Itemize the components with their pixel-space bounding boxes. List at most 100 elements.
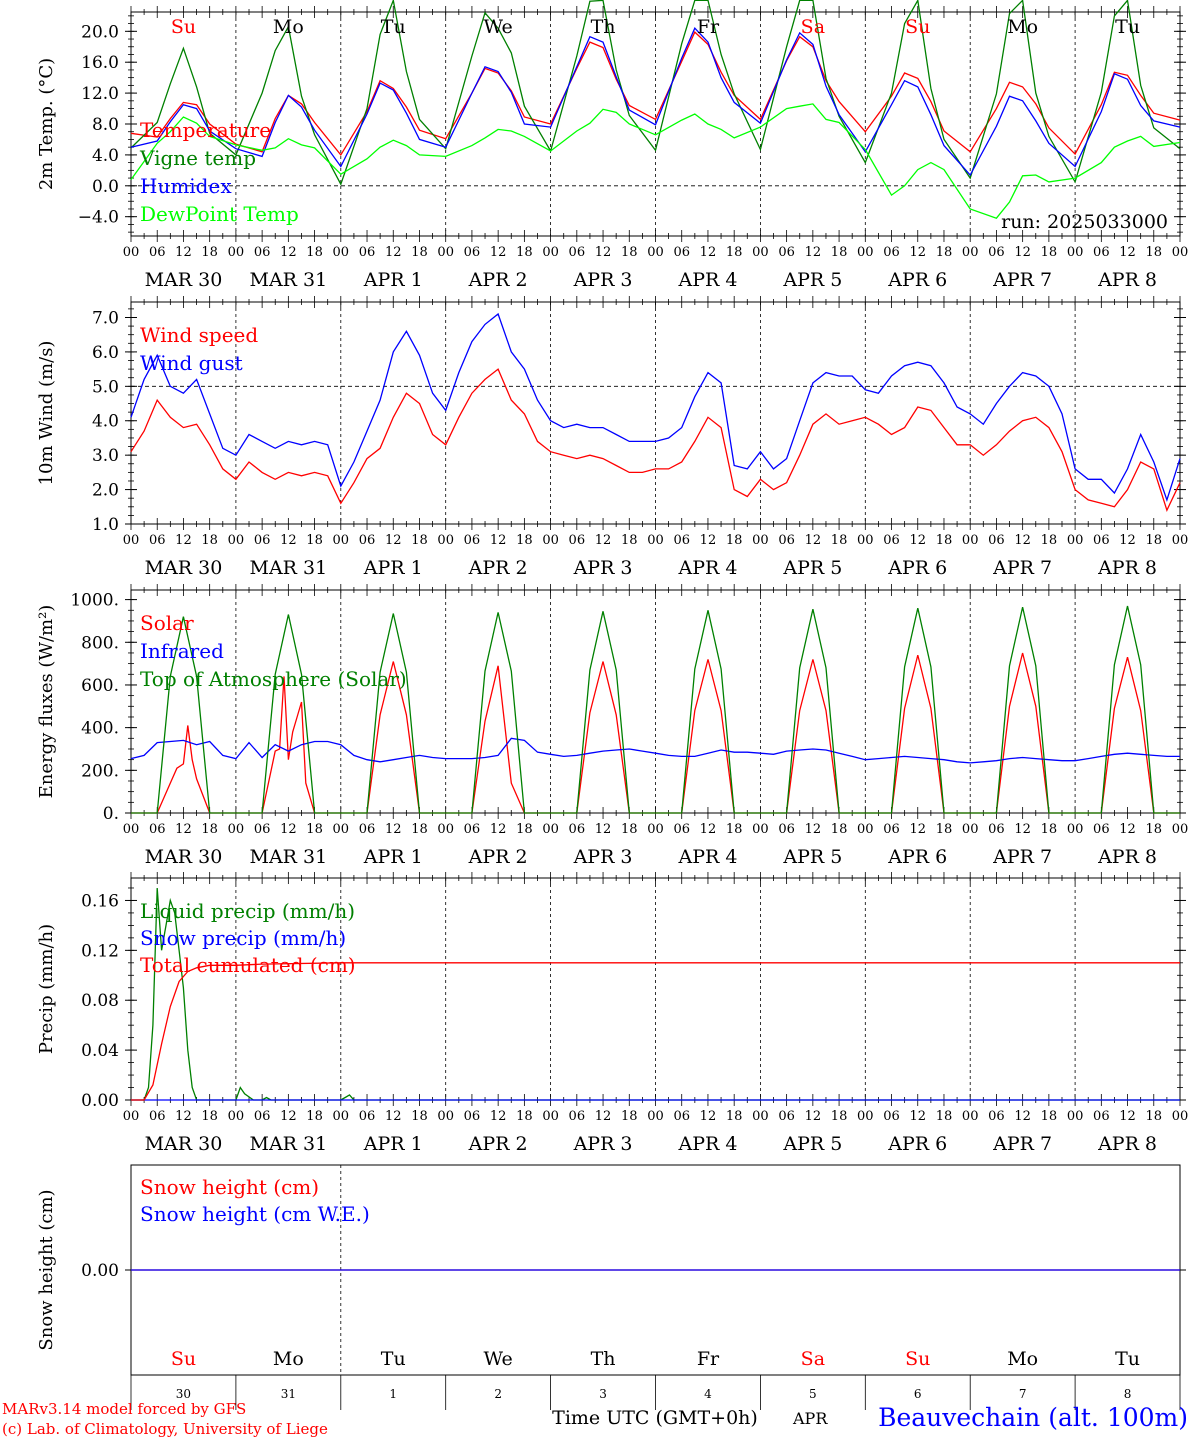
wind-hour-label: 12	[280, 533, 297, 548]
energy-hour-label: 00	[542, 822, 559, 837]
energy-date-label: APR 7	[992, 846, 1052, 868]
precip-date-label: APR 5	[782, 1133, 842, 1155]
temp-hour-label: 00	[542, 245, 559, 260]
wind-hour-label: 18	[201, 533, 218, 548]
energy-ytick-label: 400.	[81, 719, 119, 739]
temp-date-label: MAR 31	[249, 269, 327, 291]
run-label: run: 2025033000	[1001, 211, 1168, 233]
bottom-day-label: Tu	[381, 1348, 406, 1370]
temp-ylabel: 2m Temp. (°C)	[36, 58, 57, 190]
temp-hour-label: 06	[988, 245, 1005, 260]
precip-hour-label: 00	[123, 1109, 140, 1124]
temp-date-label: APR 8	[1097, 269, 1157, 291]
temp-hour-label: 12	[1014, 245, 1031, 260]
temp-ytick-label: 16.0	[81, 53, 119, 73]
bottom-day-label: Sa	[801, 1348, 825, 1370]
energy-frame	[130, 589, 1181, 814]
precip-hour-label: 12	[1014, 1109, 1031, 1124]
wind-date-label: APR 4	[677, 557, 737, 579]
energy-hour-label: 00	[1172, 822, 1189, 837]
energy-hour-label: 06	[359, 822, 376, 837]
energy-legend-0: Solar	[140, 611, 194, 635]
temp-legend-0: Temperature	[140, 118, 271, 142]
energy-ytick-label: 200.	[81, 761, 119, 781]
bottom-day-label: Tu	[1115, 1348, 1140, 1370]
energy-hour-label: 12	[595, 822, 612, 837]
wind-ytick-label: 6.0	[92, 343, 119, 363]
precip-hour-label: 06	[149, 1109, 166, 1124]
wind-hour-label: 12	[595, 533, 612, 548]
precip-date-label: APR 1	[363, 1133, 423, 1155]
temp-legend-3: DewPoint Temp	[140, 202, 299, 226]
precip-date-label: APR 7	[992, 1133, 1052, 1155]
energy-hour-label: 18	[516, 822, 533, 837]
bottom-day-label: Fr	[697, 1348, 720, 1370]
apr-text: APR	[792, 1409, 828, 1428]
wind-date-label: APR 1	[363, 557, 423, 579]
wind-series-1	[130, 312, 1181, 502]
wind-ytick-label: 5.0	[92, 377, 119, 397]
energy-series-2	[131, 605, 1180, 814]
wind-hour-label: 18	[726, 533, 743, 548]
top-day-label: Su	[171, 16, 196, 38]
temp-hour-label: 12	[595, 245, 612, 260]
temp-date-label: APR 7	[992, 269, 1052, 291]
wind-hour-label: 06	[359, 533, 376, 548]
snow-ylabel: Snow height (cm)	[36, 1189, 57, 1350]
precip-hour-label: 00	[752, 1109, 769, 1124]
wind-hour-label: 00	[752, 533, 769, 548]
energy-ylabel: Energy fluxes (W/m²)	[36, 605, 57, 799]
temp-series-0	[130, 31, 1181, 157]
precip-hour-label: 00	[228, 1109, 245, 1124]
energy-series-1	[130, 737, 1180, 764]
precip-series-2	[131, 962, 1180, 1101]
precip-hour-label: 18	[411, 1109, 428, 1124]
temp-legend-1: Vigne temp	[139, 146, 256, 170]
wind-hour-label: 00	[962, 533, 979, 548]
precip-date-label: APR 8	[1097, 1133, 1157, 1155]
temp-hour-label: 12	[700, 245, 717, 260]
wind-ytick-label: 2.0	[92, 481, 119, 501]
precip-hour-label: 00	[1067, 1109, 1084, 1124]
wind-hour-label: 06	[569, 533, 586, 548]
precip-hour-label: 12	[385, 1109, 402, 1124]
precip-hour-label: 18	[621, 1109, 638, 1124]
wind-ylabel: 10m Wind (m/s)	[36, 341, 57, 486]
precip-date-label: APR 6	[887, 1133, 947, 1155]
temp-ytick-label: −4.0	[78, 208, 119, 228]
wind-ytick-label: 4.0	[92, 412, 119, 432]
wind-hour-label: 06	[149, 533, 166, 548]
energy-ytick-label: 1000.	[70, 591, 119, 611]
wind-date-label: MAR 30	[145, 557, 223, 579]
temp-date-label: APR 4	[677, 269, 737, 291]
wind-legend-1: Wind gust	[140, 351, 243, 375]
temp-ytick-label: 0.0	[92, 177, 119, 197]
wind-hour-label: 12	[385, 533, 402, 548]
temp-hour-label: 18	[726, 245, 743, 260]
precip-ylabel: Precip (mm/h)	[36, 924, 57, 1054]
wind-hour-label: 06	[1093, 533, 1110, 548]
energy-hour-label: 00	[123, 822, 140, 837]
precip-hour-label: 06	[673, 1109, 690, 1124]
energy-hour-label: 18	[411, 822, 428, 837]
precip-date-label: MAR 31	[249, 1133, 327, 1155]
precip-hour-label: 00	[437, 1109, 454, 1124]
top-day-label: Fr	[697, 16, 720, 38]
day-number-label: 4	[704, 1387, 712, 1401]
precip-date-label: MAR 30	[145, 1133, 223, 1155]
wind-hour-label: 06	[988, 533, 1005, 548]
precip-ytick-label: 0.00	[81, 1091, 119, 1111]
temp-hour-label: 06	[569, 245, 586, 260]
temp-date-label: APR 2	[468, 269, 528, 291]
energy-hour-label: 00	[228, 822, 245, 837]
energy-hour-label: 06	[1093, 822, 1110, 837]
wind-hour-label: 06	[883, 533, 900, 548]
temp-hour-label: 18	[411, 245, 428, 260]
energy-hour-label: 06	[778, 822, 795, 837]
temp-hour-label: 06	[359, 245, 376, 260]
energy-hour-label: 12	[1119, 822, 1136, 837]
precip-date-label: APR 3	[573, 1133, 633, 1155]
precip-hour-label: 18	[1041, 1109, 1058, 1124]
x-axis-label: Time UTC (GMT+0h)	[552, 1407, 758, 1429]
